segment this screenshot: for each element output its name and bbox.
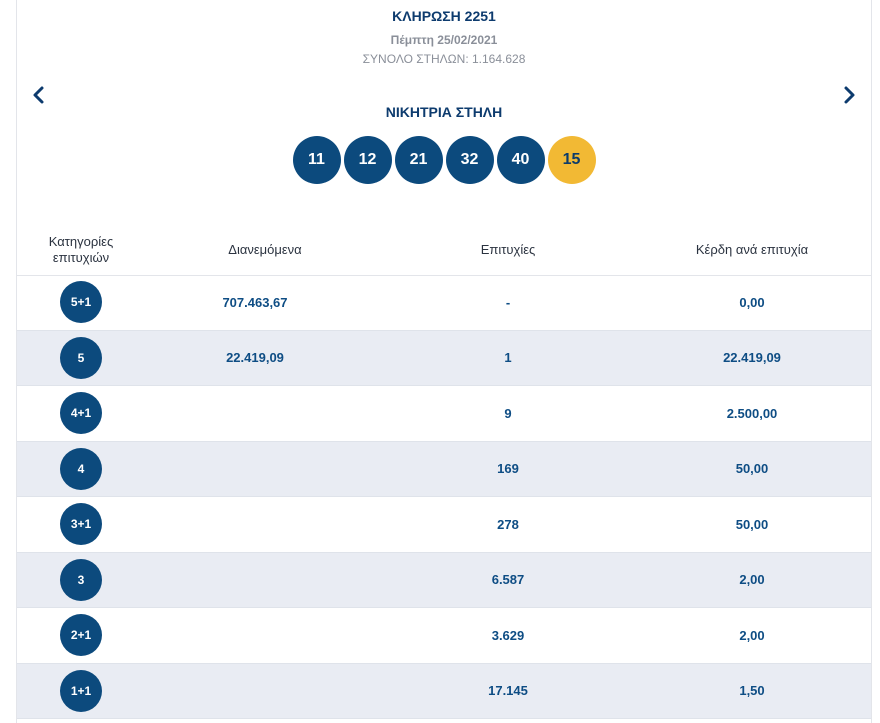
table-row: 5+1 707.463,67 - 0,00 <box>17 275 871 331</box>
prize-value: 0,00 <box>739 294 765 310</box>
joker-ball: 15 <box>547 136 596 184</box>
number-ball: 12 <box>343 136 392 184</box>
distributed-value: 22.419,09 <box>226 350 284 366</box>
winners-value: 169 <box>497 461 519 477</box>
table-row: 3 6.587 2,00 <box>17 552 871 608</box>
category-badge: 2+1 <box>60 614 102 657</box>
category-badge: 4+1 <box>60 392 102 435</box>
winners-value: 9 <box>504 405 512 421</box>
prize-value: 22.419,09 <box>723 350 781 366</box>
table-row: 4 169 50,00 <box>17 441 871 497</box>
prize-value: 2.500,00 <box>726 405 778 421</box>
header-categories-line1: Κατηγορίες <box>48 233 114 249</box>
distributed-value <box>145 664 385 719</box>
prize-value: 2,00 <box>739 627 765 643</box>
category-badge: 3 <box>60 558 102 601</box>
results-table: 5+1 707.463,67 - 0,00 5 22.419,09 1 22.4… <box>17 275 871 719</box>
winners-value: 1 <box>504 350 512 366</box>
winners-value: 3.629 <box>491 627 525 643</box>
distributed-value: 707.463,67 <box>222 294 288 310</box>
prize-value: 50,00 <box>735 461 769 477</box>
winning-column-label: ΝΙΚΗΤΡΙΑ ΣΤΗΛΗ <box>385 104 503 120</box>
category-badge: 3+1 <box>60 503 102 546</box>
header-categories: Κατηγορίες επιτυχιών <box>17 224 145 275</box>
winners-value: - <box>505 294 511 310</box>
draw-title: ΚΛΗΡΩΣΗ 2251 <box>392 8 496 24</box>
table-row: 5 22.419,09 1 22.419,09 <box>17 330 871 386</box>
header-categories-line2: επιτυχιών <box>52 249 110 265</box>
category-badge: 5+1 <box>60 281 102 324</box>
header-prize: Κέρδη ανά επιτυχία <box>695 241 809 257</box>
distributed-value <box>145 608 385 663</box>
distributed-value <box>145 497 385 552</box>
draw-date: Πέμπτη 25/02/2021 <box>390 33 498 47</box>
prize-value: 2,00 <box>739 572 765 588</box>
distributed-value <box>145 386 385 441</box>
category-badge: 5 <box>60 336 102 379</box>
header-distributed: Διανεμόμενα <box>228 241 302 257</box>
number-ball: 32 <box>445 136 494 184</box>
draw-results-panel: ΚΛΗΡΩΣΗ 2251 Πέμπτη 25/02/2021 ΣΥΝΟΛΟ ΣΤ… <box>16 0 872 723</box>
number-ball: 40 <box>496 136 545 184</box>
number-ball: 21 <box>394 136 443 184</box>
winners-value: 278 <box>497 516 519 532</box>
winning-numbers: 11 12 21 32 40 15 <box>17 136 871 184</box>
winners-value: 17.145 <box>488 683 528 699</box>
prize-value: 1,50 <box>739 683 765 699</box>
previous-draw-button[interactable] <box>25 82 53 110</box>
next-draw-button[interactable] <box>835 82 863 110</box>
category-badge: 1+1 <box>60 669 102 712</box>
table-row: 3+1 278 50,00 <box>17 497 871 553</box>
number-ball: 11 <box>292 136 341 184</box>
chevron-right-icon <box>844 86 855 104</box>
winners-value: 6.587 <box>491 572 525 588</box>
distributed-value <box>145 553 385 608</box>
table-header: Κατηγορίες επιτυχιών Διανεμόμενα Επιτυχί… <box>17 224 871 276</box>
distributed-value <box>145 442 385 497</box>
total-columns: ΣΥΝΟΛΟ ΣΤΗΛΩΝ: 1.164.628 <box>362 52 526 66</box>
header-winners: Επιτυχίες <box>480 241 536 257</box>
prize-value: 50,00 <box>735 516 769 532</box>
table-row: 4+1 9 2.500,00 <box>17 386 871 442</box>
table-row: 1+1 17.145 1,50 <box>17 663 871 719</box>
category-badge: 4 <box>60 447 102 490</box>
chevron-left-icon <box>33 86 44 104</box>
table-row: 2+1 3.629 2,00 <box>17 608 871 664</box>
